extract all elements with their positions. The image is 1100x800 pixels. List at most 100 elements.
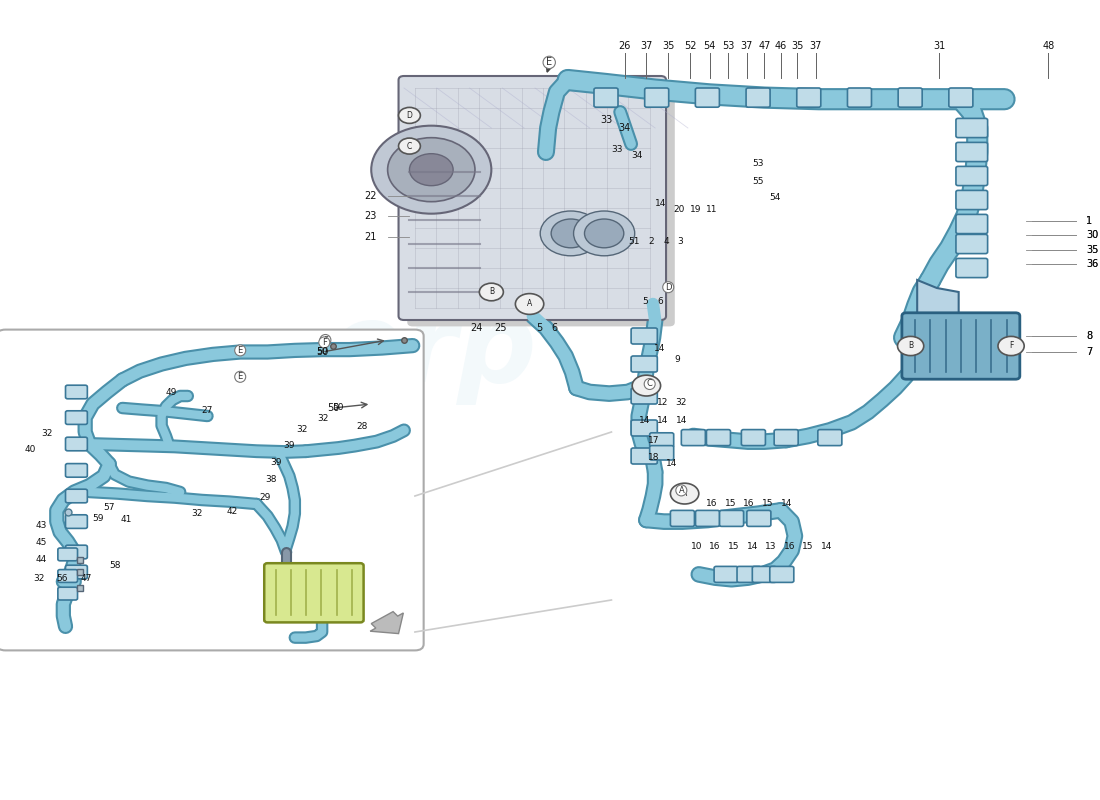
Text: 28: 28 xyxy=(356,422,369,431)
FancyBboxPatch shape xyxy=(956,214,988,234)
FancyBboxPatch shape xyxy=(770,566,794,582)
Text: 34: 34 xyxy=(618,123,630,133)
Text: C: C xyxy=(644,381,649,390)
Text: 17: 17 xyxy=(648,436,660,446)
FancyBboxPatch shape xyxy=(899,88,922,107)
Circle shape xyxy=(632,375,661,396)
Circle shape xyxy=(409,154,453,186)
Text: 39: 39 xyxy=(284,441,295,450)
FancyBboxPatch shape xyxy=(631,328,658,344)
Text: erp: erp xyxy=(328,298,537,406)
Text: 2: 2 xyxy=(648,237,653,246)
Text: 32: 32 xyxy=(675,398,688,407)
FancyBboxPatch shape xyxy=(902,313,1020,379)
FancyBboxPatch shape xyxy=(66,464,87,477)
Text: E: E xyxy=(238,372,243,382)
Text: 14: 14 xyxy=(821,542,833,551)
FancyBboxPatch shape xyxy=(956,142,988,162)
Text: 13: 13 xyxy=(766,542,777,551)
FancyBboxPatch shape xyxy=(66,437,87,451)
FancyBboxPatch shape xyxy=(774,430,799,446)
Text: 50: 50 xyxy=(316,347,328,357)
FancyBboxPatch shape xyxy=(695,88,719,107)
Circle shape xyxy=(573,211,635,256)
FancyBboxPatch shape xyxy=(645,88,669,107)
Text: 8: 8 xyxy=(1087,331,1092,341)
Text: 35: 35 xyxy=(1087,245,1099,254)
Text: 55: 55 xyxy=(752,177,763,186)
Circle shape xyxy=(371,126,492,214)
Text: F: F xyxy=(323,335,328,345)
FancyBboxPatch shape xyxy=(58,587,77,600)
Circle shape xyxy=(998,336,1024,355)
Text: 1: 1 xyxy=(1087,216,1092,226)
Text: 53: 53 xyxy=(722,42,735,51)
Text: 18: 18 xyxy=(648,453,660,462)
Polygon shape xyxy=(917,280,959,332)
Circle shape xyxy=(898,336,924,355)
Text: 1: 1 xyxy=(1087,216,1092,226)
Text: 14: 14 xyxy=(747,542,758,551)
Text: 8: 8 xyxy=(1087,331,1092,341)
Text: 50: 50 xyxy=(317,347,328,357)
FancyBboxPatch shape xyxy=(264,563,364,622)
Text: 41: 41 xyxy=(121,515,132,525)
FancyBboxPatch shape xyxy=(706,430,730,446)
FancyBboxPatch shape xyxy=(631,448,658,464)
Circle shape xyxy=(670,483,698,504)
Circle shape xyxy=(480,283,504,301)
Text: 45: 45 xyxy=(36,538,47,547)
Text: B: B xyxy=(488,287,494,297)
FancyBboxPatch shape xyxy=(66,385,87,398)
FancyBboxPatch shape xyxy=(714,566,738,582)
Text: 34: 34 xyxy=(631,151,642,161)
Text: C: C xyxy=(407,142,412,150)
Text: B: B xyxy=(909,342,913,350)
Text: 30: 30 xyxy=(1087,230,1099,240)
Text: 49: 49 xyxy=(166,388,177,398)
FancyBboxPatch shape xyxy=(594,88,618,107)
Text: a passion for parts since 1999: a passion for parts since 1999 xyxy=(138,383,408,449)
Text: 16: 16 xyxy=(710,542,720,551)
FancyBboxPatch shape xyxy=(58,570,77,582)
Text: D: D xyxy=(407,111,412,120)
Text: A: A xyxy=(682,489,688,498)
FancyBboxPatch shape xyxy=(407,82,674,326)
FancyBboxPatch shape xyxy=(631,420,658,436)
Text: 29: 29 xyxy=(260,493,271,502)
Text: 4: 4 xyxy=(663,237,669,246)
Text: 14: 14 xyxy=(657,416,669,426)
FancyBboxPatch shape xyxy=(752,566,777,582)
Text: 16: 16 xyxy=(783,542,795,551)
Text: 14: 14 xyxy=(654,199,667,209)
Text: 6: 6 xyxy=(551,323,558,333)
FancyBboxPatch shape xyxy=(66,489,87,503)
Text: 35: 35 xyxy=(1087,245,1099,254)
FancyBboxPatch shape xyxy=(631,388,658,404)
FancyBboxPatch shape xyxy=(817,430,842,446)
Text: E: E xyxy=(547,58,552,67)
Text: 54: 54 xyxy=(770,193,781,202)
Text: 40: 40 xyxy=(25,445,36,454)
Text: 15: 15 xyxy=(728,542,739,551)
Text: 50: 50 xyxy=(332,403,344,413)
Text: 36: 36 xyxy=(1087,259,1099,269)
Text: 15: 15 xyxy=(725,498,736,508)
Text: 14: 14 xyxy=(781,498,792,508)
FancyBboxPatch shape xyxy=(695,510,719,526)
Text: 33: 33 xyxy=(612,145,623,154)
Text: 16: 16 xyxy=(706,498,717,508)
Text: 27: 27 xyxy=(201,406,213,415)
Text: 7: 7 xyxy=(1087,347,1092,357)
Text: 48: 48 xyxy=(1042,42,1054,51)
Circle shape xyxy=(398,107,420,123)
Text: 38: 38 xyxy=(265,475,276,485)
FancyBboxPatch shape xyxy=(847,88,871,107)
Text: 14: 14 xyxy=(675,416,688,426)
Text: F: F xyxy=(1009,342,1013,350)
FancyBboxPatch shape xyxy=(956,234,988,254)
Text: 24: 24 xyxy=(470,323,482,333)
Text: 39: 39 xyxy=(271,458,282,467)
Circle shape xyxy=(551,219,591,248)
FancyBboxPatch shape xyxy=(670,510,694,526)
